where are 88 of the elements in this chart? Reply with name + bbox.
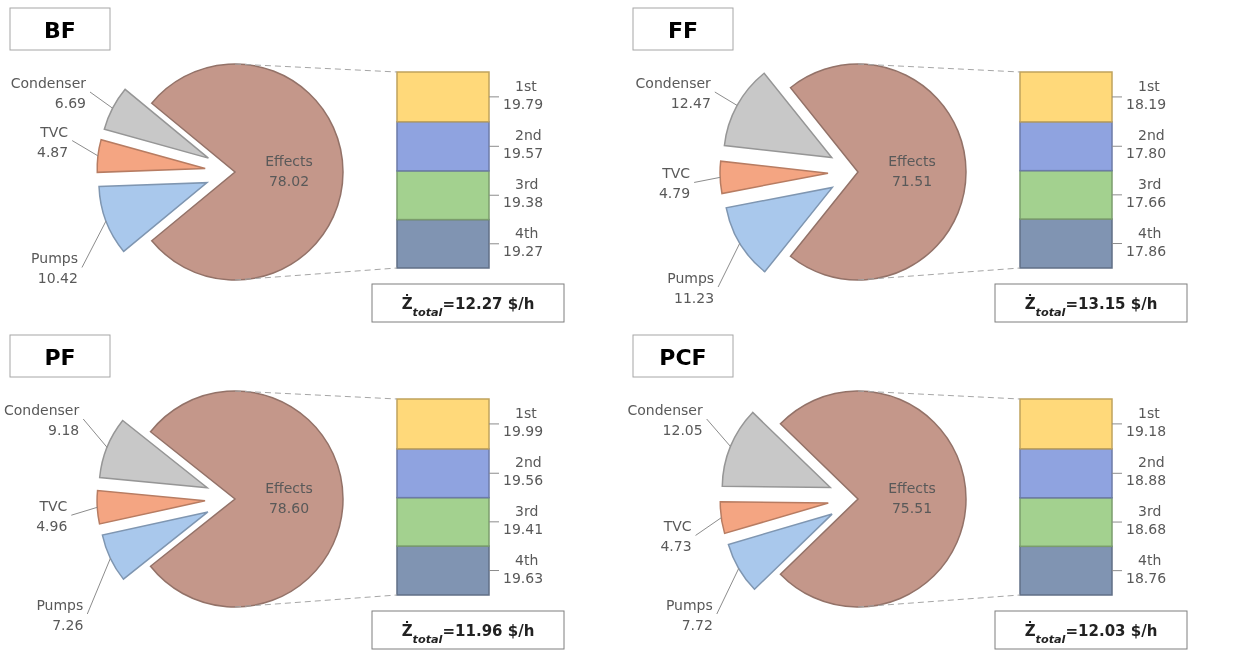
data-label: 18.68	[1126, 521, 1167, 538]
slice-label: TVC	[38, 498, 68, 515]
data-label: 4.87	[36, 143, 69, 160]
series-label: 3rd	[1138, 175, 1162, 192]
slice-label: TVC	[39, 123, 69, 140]
data-label: 18.76	[1126, 569, 1167, 586]
slice-label: Condenser	[10, 75, 87, 91]
bar	[1019, 121, 1113, 172]
data-label: 19.27	[503, 242, 544, 259]
series-label: 4th	[1138, 551, 1162, 568]
data-label: 78.60	[268, 500, 310, 516]
bar	[1019, 218, 1113, 269]
bar	[1019, 448, 1113, 499]
bar	[1019, 545, 1113, 596]
series-label: 2nd	[515, 127, 542, 144]
series-label: 2nd	[1138, 454, 1165, 471]
bar	[396, 170, 490, 221]
series-label: 1st	[1138, 77, 1161, 94]
chart-title: PF	[44, 345, 76, 370]
data-label: 10.42	[37, 270, 78, 287]
series-label: 1st	[1138, 404, 1161, 421]
data-label: 7.72	[681, 617, 713, 633]
data-label: 11.23	[674, 290, 715, 306]
slice-label: Pumps	[665, 597, 713, 613]
series-label: 1st	[515, 77, 538, 94]
bar	[396, 398, 490, 450]
chart-title: FF	[667, 18, 699, 43]
data-label: 19.38	[503, 194, 544, 211]
data-label: 4.73	[660, 538, 692, 555]
data-label: 7.26	[52, 617, 84, 633]
data-label: 19.41	[503, 520, 544, 537]
slice-label: Effects	[888, 153, 936, 169]
data-label: 12.05	[662, 422, 703, 438]
slice-label: Condenser	[635, 75, 712, 91]
data-label: 75.51	[891, 500, 933, 516]
series-label: 3rd	[515, 176, 539, 193]
data-label: 19.56	[503, 472, 544, 489]
bar	[1019, 169, 1113, 220]
bar	[1019, 398, 1113, 450]
data-label: 6.69	[54, 95, 87, 111]
data-label: 18.19	[1126, 95, 1167, 112]
data-label: 17.86	[1126, 242, 1167, 259]
slice-label: Effects	[888, 480, 936, 496]
chart-title: PCF	[659, 345, 707, 370]
bar	[396, 218, 490, 269]
bar	[396, 448, 490, 499]
bar	[1019, 71, 1113, 123]
slice-label: Pumps	[36, 597, 84, 613]
series-label: 2nd	[1138, 127, 1165, 144]
slice-label: Condenser	[3, 402, 80, 418]
series-label: 3rd	[515, 502, 539, 519]
slice-label: Effects	[265, 480, 313, 496]
slice-label: Pumps	[31, 250, 78, 267]
text: Ż$_{total}$=12.27 $/h	[401, 294, 535, 319]
text: Ż$_{total}$=12.03 $/h	[1024, 621, 1158, 646]
data-label: 19.63	[503, 569, 544, 586]
data-label: 19.99	[503, 422, 544, 439]
data-label: 19.57	[503, 145, 544, 162]
series-label: 4th	[1138, 224, 1162, 241]
bar	[396, 71, 490, 123]
series-label: 3rd	[1138, 503, 1162, 520]
data-label: 19.79	[503, 95, 544, 112]
bar	[1019, 497, 1113, 548]
data-label: 18.88	[1126, 472, 1167, 489]
series-label: 4th	[515, 224, 539, 241]
data-label: 4.79	[658, 185, 691, 202]
data-label: 9.18	[48, 422, 80, 438]
bar	[396, 120, 490, 172]
slice-label: TVC	[662, 518, 692, 535]
data-label: 71.51	[891, 173, 933, 189]
series-label: 4th	[515, 551, 539, 568]
data-label: 17.80	[1126, 145, 1167, 162]
series-label: 1st	[515, 404, 538, 421]
bar	[396, 496, 490, 547]
data-label: 17.66	[1126, 193, 1167, 210]
series-label: 2nd	[515, 454, 542, 471]
text: Ż$_{total}$=13.15 $/h	[1024, 294, 1158, 319]
bar	[396, 545, 490, 596]
slice-label: TVC	[661, 165, 691, 182]
data-label: 19.18	[1126, 422, 1167, 439]
slice-label: Effects	[265, 153, 313, 169]
data-label: 12.47	[670, 95, 711, 111]
slice-label: Condenser	[627, 402, 703, 418]
data-label: 4.96	[36, 518, 68, 535]
chart-title: BF	[44, 18, 76, 43]
text: Ż$_{total}$=11.96 $/h	[401, 621, 535, 646]
slice-label: Pumps	[667, 270, 715, 286]
data-label: 78.02	[268, 173, 310, 189]
